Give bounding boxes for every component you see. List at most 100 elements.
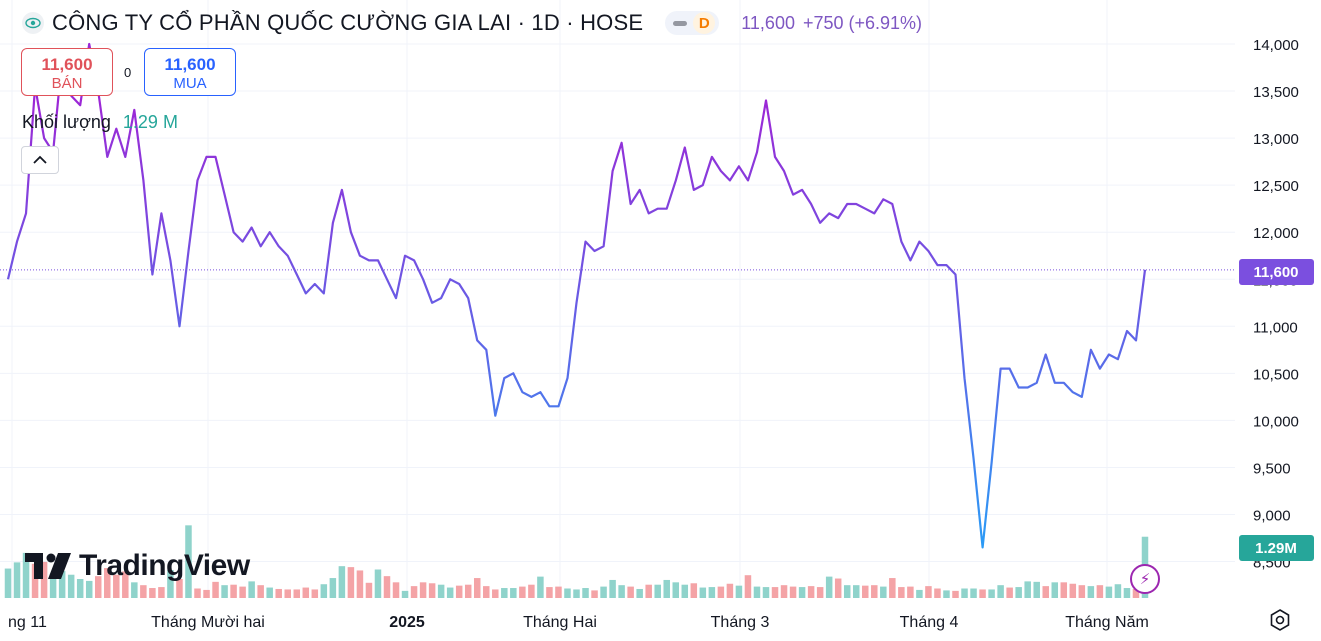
volume-bar [916, 589, 923, 598]
market-status-pill[interactable]: D [665, 11, 720, 35]
volume-bar [717, 586, 725, 598]
volume-bar [329, 578, 337, 598]
volume-bar [708, 587, 716, 598]
volume-bar [320, 584, 328, 598]
time-axis[interactable]: ng 11 Tháng Mười hai 2025 Tháng Hai Tháng 3 T… [8, 614, 1149, 631]
volume-bar [510, 588, 517, 598]
lightning-icon[interactable]: ⚡ [1130, 564, 1160, 594]
volume-bar [167, 569, 174, 598]
volume-legend[interactable]: Khối lượng 1.29 M [22, 112, 178, 133]
sell-label: BÁN [51, 75, 83, 92]
y-tick-label: 10,500 [1253, 366, 1299, 383]
volume-bar [1051, 582, 1059, 598]
volume-bar [627, 586, 634, 598]
volume-bar [1024, 581, 1031, 598]
volume-bar [410, 586, 418, 598]
volume-bar [104, 568, 111, 598]
volume-bar [248, 581, 255, 598]
volume-bar [816, 587, 824, 598]
volume-bar [564, 588, 571, 598]
eye-icon[interactable] [22, 12, 44, 34]
volume-bar [1114, 584, 1122, 598]
volume-bar [356, 570, 364, 598]
volume-bar [726, 583, 734, 598]
volume-bar [302, 587, 310, 598]
sell-button[interactable]: 11,600 BÁN [21, 48, 113, 96]
volume-bar [690, 583, 698, 598]
volume-bar [293, 589, 301, 598]
last-volume-label-bg [1239, 535, 1314, 561]
volume-bar [871, 585, 878, 598]
volume-bar [40, 561, 48, 598]
last-volume-label: 1.29M [1239, 535, 1314, 561]
volume-bar [266, 587, 273, 598]
volume-bar [907, 586, 914, 598]
volume-bar [149, 588, 156, 598]
volume-bar [338, 566, 346, 598]
volume-legend-value: 1.29 M [122, 112, 178, 132]
last-price: 11,600 [741, 12, 795, 33]
volume-bar [22, 552, 30, 598]
volume-bar [600, 586, 607, 598]
volume-bar [49, 573, 57, 598]
volume-bar [1132, 588, 1140, 598]
volume-bar [158, 587, 165, 598]
price-axis[interactable]: 14,00013,50013,00012,50012,00011,50011,0… [1253, 37, 1299, 572]
volume-bar [76, 579, 84, 598]
last-price-label: 11,600 [1239, 259, 1314, 285]
volume-bar [744, 575, 752, 598]
volume-bar [185, 525, 192, 598]
buy-button[interactable]: 11,600 MUA [144, 48, 236, 96]
volume-bar [528, 584, 535, 598]
quote-summary: 11,600 +750 (+6.91%) [741, 13, 922, 34]
volume-bar [771, 587, 779, 598]
volume-bar [1042, 586, 1049, 598]
y-tick-label: 11,000 [1253, 319, 1298, 336]
volume-bar [582, 588, 589, 598]
chart-grid [0, 0, 1235, 598]
gear-icon[interactable] [1268, 608, 1292, 632]
y-tick-label: 9,500 [1253, 460, 1291, 477]
volume-bar [862, 585, 869, 598]
volume-bar [997, 585, 1004, 598]
volume-bar [31, 563, 39, 598]
tradingview-logo[interactable]: TradingView [25, 549, 250, 583]
volume-bar [176, 579, 183, 598]
symbol-header: CÔNG TY CỔ PHẦN QUỐC CƯỜNG GIA LAI · 1D … [22, 8, 922, 38]
spread-value: 0 [124, 65, 132, 80]
sell-price: 11,600 [41, 55, 93, 74]
volume-bar [618, 585, 625, 598]
volume-bar [663, 579, 670, 598]
volume-bar [519, 586, 526, 598]
volume-bar [762, 587, 770, 598]
collapse-legend-button[interactable] [21, 146, 59, 174]
minus-icon [673, 20, 688, 26]
volume-bar [681, 584, 689, 598]
volume-bar [140, 585, 147, 598]
volume-bar [365, 582, 373, 598]
volume-bar [483, 586, 490, 598]
volume-legend-label: Khối lượng [22, 112, 111, 132]
volume-bar [1015, 587, 1022, 598]
volume-bar [645, 584, 652, 598]
volume-bar [609, 579, 616, 598]
volume-bar [654, 584, 661, 598]
volume-bar [94, 576, 102, 598]
volume-bar [1060, 582, 1068, 598]
volume-bar [58, 570, 66, 598]
volume-bar [970, 588, 977, 598]
volume-bar [735, 585, 743, 598]
y-tick-label: 9,000 [1253, 508, 1291, 525]
volume-bar [212, 581, 219, 598]
volume-bar [943, 590, 950, 598]
volume-bar [1123, 588, 1131, 598]
x-tick-label: Tháng 4 [900, 614, 959, 631]
volume-bar [1006, 587, 1013, 598]
volume-bar [383, 576, 391, 598]
volume-bar [492, 589, 499, 598]
volume-bar [555, 586, 562, 598]
volume-bar [546, 587, 553, 598]
last-volume-label-text: 1.29M [1255, 540, 1297, 557]
symbol-title[interactable]: CÔNG TY CỔ PHẦN QUỐC CƯỜNG GIA LAI · 1D … [52, 10, 644, 35]
